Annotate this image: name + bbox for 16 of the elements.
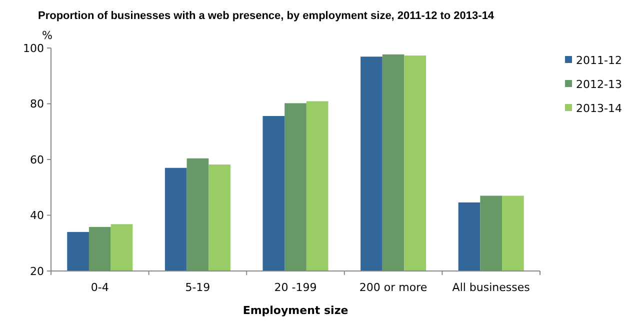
chart-title: Proportion of businesses with a web presence, by employment size, 2011-12 to 2013-14 (38, 10, 495, 22)
legend-label: 2012-13 (576, 78, 622, 91)
x-tick-label: 200 or more (359, 281, 428, 294)
y-tick-label: 20 (30, 264, 44, 278)
y-axis-title: % (42, 29, 52, 42)
y-tick-label: 40 (30, 209, 44, 222)
x-tick-label: 5-19 (185, 281, 210, 294)
x-tick-label: 20 -199 (274, 281, 317, 294)
y-tick-label: 100 (23, 42, 44, 55)
x-tick-label: All businesses (452, 281, 530, 294)
y-tick-label: 60 (30, 153, 44, 166)
y-tick-label: 80 (30, 98, 44, 111)
legend-label: 2011-12 (576, 54, 622, 67)
x-tick-label: 0-4 (90, 281, 109, 294)
legend-label: 2013-14 (576, 102, 622, 115)
x-axis-title: Employment size (242, 304, 348, 317)
